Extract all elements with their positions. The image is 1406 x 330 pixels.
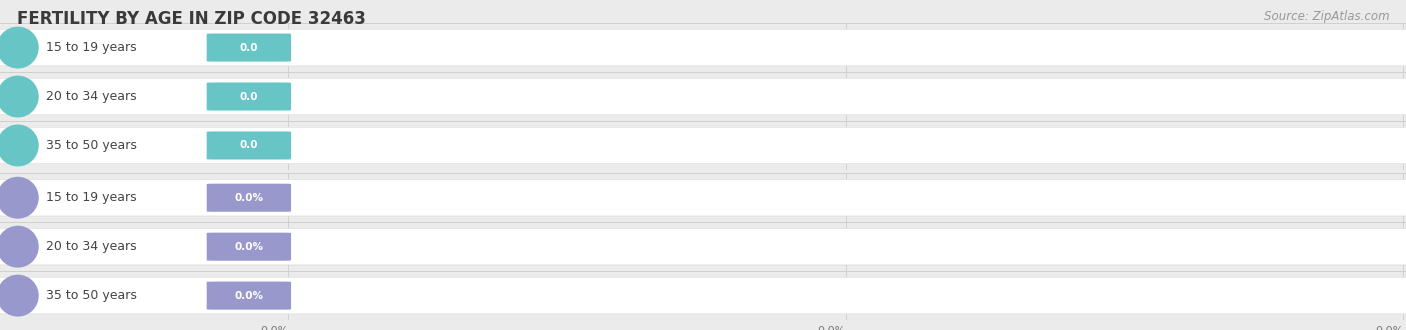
- FancyBboxPatch shape: [0, 228, 1406, 265]
- Text: FERTILITY BY AGE IN ZIP CODE 32463: FERTILITY BY AGE IN ZIP CODE 32463: [17, 10, 366, 28]
- FancyBboxPatch shape: [207, 34, 291, 62]
- Text: 20 to 34 years: 20 to 34 years: [46, 240, 138, 253]
- Ellipse shape: [0, 178, 38, 218]
- Text: 15 to 19 years: 15 to 19 years: [46, 191, 138, 204]
- Text: 0.0: 0.0: [1385, 176, 1403, 186]
- Text: 0.0%: 0.0%: [235, 193, 263, 203]
- Text: 15 to 19 years: 15 to 19 years: [46, 41, 138, 54]
- Text: 0.0: 0.0: [239, 141, 259, 150]
- FancyBboxPatch shape: [0, 127, 1406, 164]
- FancyBboxPatch shape: [0, 228, 1406, 265]
- FancyBboxPatch shape: [0, 179, 1406, 216]
- FancyBboxPatch shape: [207, 281, 291, 310]
- Text: 35 to 50 years: 35 to 50 years: [46, 139, 138, 152]
- Ellipse shape: [0, 27, 38, 68]
- FancyBboxPatch shape: [0, 29, 1406, 66]
- Text: 0.0%: 0.0%: [817, 326, 846, 330]
- Text: 0.0: 0.0: [270, 176, 288, 186]
- FancyBboxPatch shape: [0, 29, 1406, 66]
- FancyBboxPatch shape: [207, 233, 291, 261]
- Text: 0.0%: 0.0%: [235, 242, 263, 252]
- Ellipse shape: [0, 226, 38, 267]
- FancyBboxPatch shape: [0, 78, 1406, 115]
- Ellipse shape: [0, 275, 38, 316]
- Text: 20 to 34 years: 20 to 34 years: [46, 90, 138, 103]
- FancyBboxPatch shape: [0, 180, 1406, 216]
- Text: 0.0: 0.0: [239, 43, 259, 52]
- Text: 35 to 50 years: 35 to 50 years: [46, 289, 138, 302]
- Text: 0.0: 0.0: [239, 91, 259, 102]
- FancyBboxPatch shape: [207, 184, 291, 212]
- FancyBboxPatch shape: [0, 278, 1406, 314]
- Ellipse shape: [0, 125, 38, 166]
- Text: 0.0%: 0.0%: [260, 326, 288, 330]
- Text: 0.0%: 0.0%: [235, 291, 263, 301]
- FancyBboxPatch shape: [207, 82, 291, 111]
- Text: Source: ZipAtlas.com: Source: ZipAtlas.com: [1264, 10, 1389, 23]
- FancyBboxPatch shape: [0, 78, 1406, 115]
- FancyBboxPatch shape: [0, 277, 1406, 314]
- Text: 0.0: 0.0: [828, 176, 846, 186]
- FancyBboxPatch shape: [0, 127, 1406, 164]
- Text: 0.0%: 0.0%: [1375, 326, 1403, 330]
- FancyBboxPatch shape: [207, 131, 291, 159]
- Ellipse shape: [0, 76, 38, 117]
